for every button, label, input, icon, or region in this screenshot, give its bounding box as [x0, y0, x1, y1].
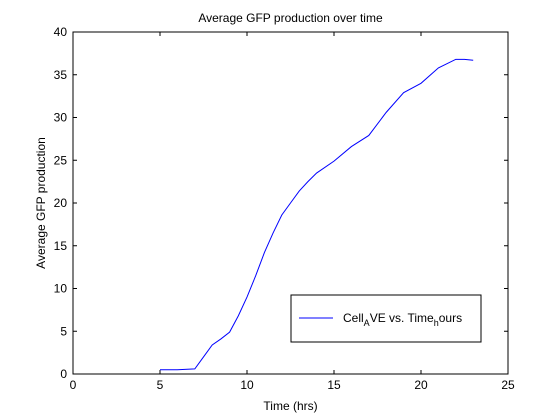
legend-label-part3: ours [439, 311, 462, 325]
x-tick-label: 15 [327, 378, 341, 392]
y-tick-label: 40 [54, 25, 68, 39]
x-tick-label: 0 [70, 378, 77, 392]
series-group [160, 58, 474, 371]
legend-label: CellAVE vs. Timehours [343, 311, 462, 328]
y-tick-label: 15 [54, 239, 68, 253]
x-tick-label: 10 [240, 378, 254, 392]
axis-ticks: 0 5 10 15 20 25 0 5 10 15 20 25 30 35 40 [54, 25, 515, 392]
y-tick-label: 30 [54, 111, 68, 125]
y-tick-label: 35 [54, 68, 68, 82]
y-axis-label: Average GFP production [34, 137, 48, 269]
x-tick-label: 20 [414, 378, 428, 392]
y-tick-label: 0 [60, 367, 67, 381]
legend: CellAVE vs. Timehours [290, 294, 482, 343]
y-tick-label: 20 [54, 196, 68, 210]
chart-title: Average GFP production over time [198, 11, 383, 25]
y-tick-label: 5 [60, 324, 67, 338]
x-axis-label: Time (hrs) [263, 399, 317, 413]
x-tick-label: 5 [157, 378, 164, 392]
x-tick-label: 25 [501, 378, 515, 392]
legend-label-sub1: A [364, 318, 370, 328]
y-tick-label: 10 [54, 282, 68, 296]
y-tick-label: 25 [54, 153, 68, 167]
legend-label-part1: Cell [343, 311, 364, 325]
series-line [160, 58, 474, 371]
legend-label-part2: VE vs. Time [370, 311, 434, 325]
legend-label-sub2: h [434, 318, 439, 328]
